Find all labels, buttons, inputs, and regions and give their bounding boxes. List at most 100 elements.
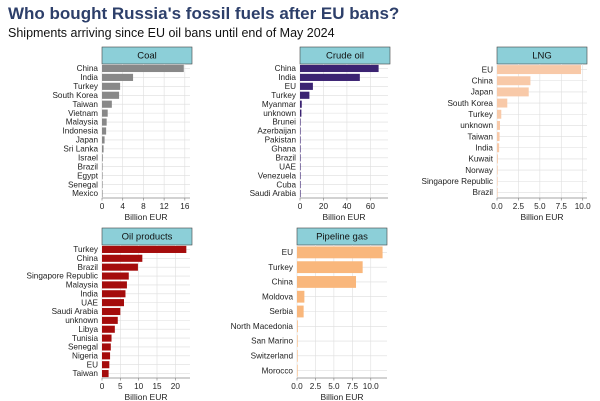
lng-category-label-0: EU [482,65,493,74]
coal-bar-3 [102,91,120,99]
oil_products-bar-8 [102,316,118,324]
lng-category-label-4: Turkey [468,110,494,119]
lng-bar-9 [497,165,498,175]
lng-tick-label-1: 2.5 [513,202,525,211]
crude_oil-category-label-12: Venezuela [258,171,297,180]
coal-category-label-13: Senegal [68,180,98,189]
coal-bar-10 [102,154,103,162]
oil_products-bar-4 [102,281,127,289]
coal-bar-13 [102,181,103,189]
pipeline_gas-strip [296,227,388,246]
lng-category-label-3: South Korea [447,99,493,108]
lng-category-label-5: unknown [460,121,493,130]
coal-bar-4 [102,100,112,108]
crude_oil-category-label-0: China [275,64,297,73]
coal-category-label-9: Sri Lanka [63,145,98,154]
pipeline_gas-bar-6 [297,335,298,347]
pipeline_gas-category-label-5: North Macedonia [231,322,294,331]
oil_products-bar-1 [102,254,143,262]
pipeline_gas-bar-0 [297,246,383,259]
lng-bar-8 [497,154,498,164]
coal-tick-label-0: 0 [100,202,105,211]
oil_products-strip [101,227,193,246]
oil_products-category-label-9: Libya [78,325,98,334]
oil_products-category-label-13: EU [87,360,98,369]
coal-tick-label-3: 12 [160,202,170,211]
oil_products-bar-5 [102,290,126,298]
lng-tick-label-3: 7.5 [556,202,568,211]
coal-bar-7 [102,127,107,135]
coal-bar-2 [102,82,121,90]
lng-category-label-11: Brazil [473,188,494,197]
crude_oil-category-label-6: Brunei [272,118,296,127]
pipeline_gas-category-label-3: Moldova [262,292,293,301]
crude_oil-bar-7 [300,127,301,135]
crude_oil-category-label-2: EU [285,82,296,91]
lng-panel: LNG EU China Japan South Korea Turkey unknown T… [422,46,591,222]
oil_products-x-axis-label: Billion EUR [125,392,168,401]
oil_products-category-label-10: Tunisia [72,334,99,343]
crude_oil-bar-1 [300,73,360,81]
crude_oil-tick-label-1: 20 [319,202,329,211]
coal-panel-title: Coal [137,51,157,62]
lng-bar-10 [497,176,498,186]
coal-x-axis-label: Billion EUR [125,212,168,222]
oil_products-category-label-2: Brazil [78,263,99,272]
crude_oil-bar-12 [300,172,301,180]
pipeline_gas-tick-label-0: 0.0 [291,382,303,391]
oil_products-bar-3 [102,272,129,280]
oil_products-category-label-0: Turkey [73,245,99,254]
oil_products-bar-11 [102,343,111,351]
lng-bar-2 [497,87,529,97]
oil_products-category-label-12: Nigeria [72,352,98,361]
coal-category-label-2: Turkey [73,82,99,91]
crude_oil-x-axis-label: Billion EUR [323,212,366,222]
crude_oil-category-label-11: UAE [279,162,296,171]
lng-category-label-7: India [475,143,493,152]
pipeline_gas-panel-title: Pipeline gas [316,232,368,243]
lng-category-label-2: Japan [471,88,494,97]
coal-category-label-3: South Korea [52,91,98,100]
oil_products-bar-13 [102,361,110,369]
crude_oil-bar-14 [300,189,301,198]
oil_products-category-label-8: unknown [65,316,98,325]
oil_products-category-label-7: Saudi Arabia [52,307,99,316]
crude_oil-tick-label-0: 0 [298,202,303,211]
oil_products-bar-2 [102,263,138,271]
lng-bar-6 [497,132,500,142]
pipeline_gas-bar-8 [297,364,298,377]
pipeline_gas-bar-4 [297,305,304,318]
coal-bar-0 [102,64,184,73]
crude_oil-bar-8 [300,136,301,144]
pipeline_gas-bar-3 [297,290,305,303]
oil_products-bar-0 [102,245,187,253]
crude_oil-strip [299,46,391,65]
pipeline_gas-category-label-4: Serbia [269,307,293,316]
crude_oil-bar-4 [300,100,302,108]
coal-category-label-12: Egypt [77,171,99,180]
oil_products-category-label-3: Singapore Republic [27,272,98,281]
pipeline_gas-category-label-0: EU [282,248,293,257]
crude_oil-category-label-9: Ghana [271,145,296,154]
pipeline_gas-category-label-1: Turkey [268,263,294,272]
coal-bar-11 [102,163,103,171]
oil_products-panel-title: Oil products [122,232,173,243]
chart-title: Who bought Russia's fossil fuels after E… [8,4,400,23]
crude_oil-category-label-1: India [278,73,296,82]
pipeline_gas-bar-5 [297,320,298,333]
crude_oil-tick-label-2: 40 [342,202,352,211]
pipeline_gas-category-label-8: Morocco [262,366,294,375]
coal-category-label-11: Brazil [78,162,99,171]
lng-bar-1 [497,76,531,86]
coal-category-label-14: Mexico [72,189,98,198]
oil_products-bar-9 [102,325,115,333]
pipeline_gas-bar-2 [297,276,357,288]
lng-bar-7 [497,143,500,153]
crude_oil-bar-10 [300,154,301,162]
crude_oil-category-label-3: Turkey [271,91,297,100]
lng-category-label-6: Taiwan [468,132,494,141]
pipeline_gas-category-label-7: Switzerland [251,352,294,361]
coal-tick-label-4: 16 [180,202,190,211]
